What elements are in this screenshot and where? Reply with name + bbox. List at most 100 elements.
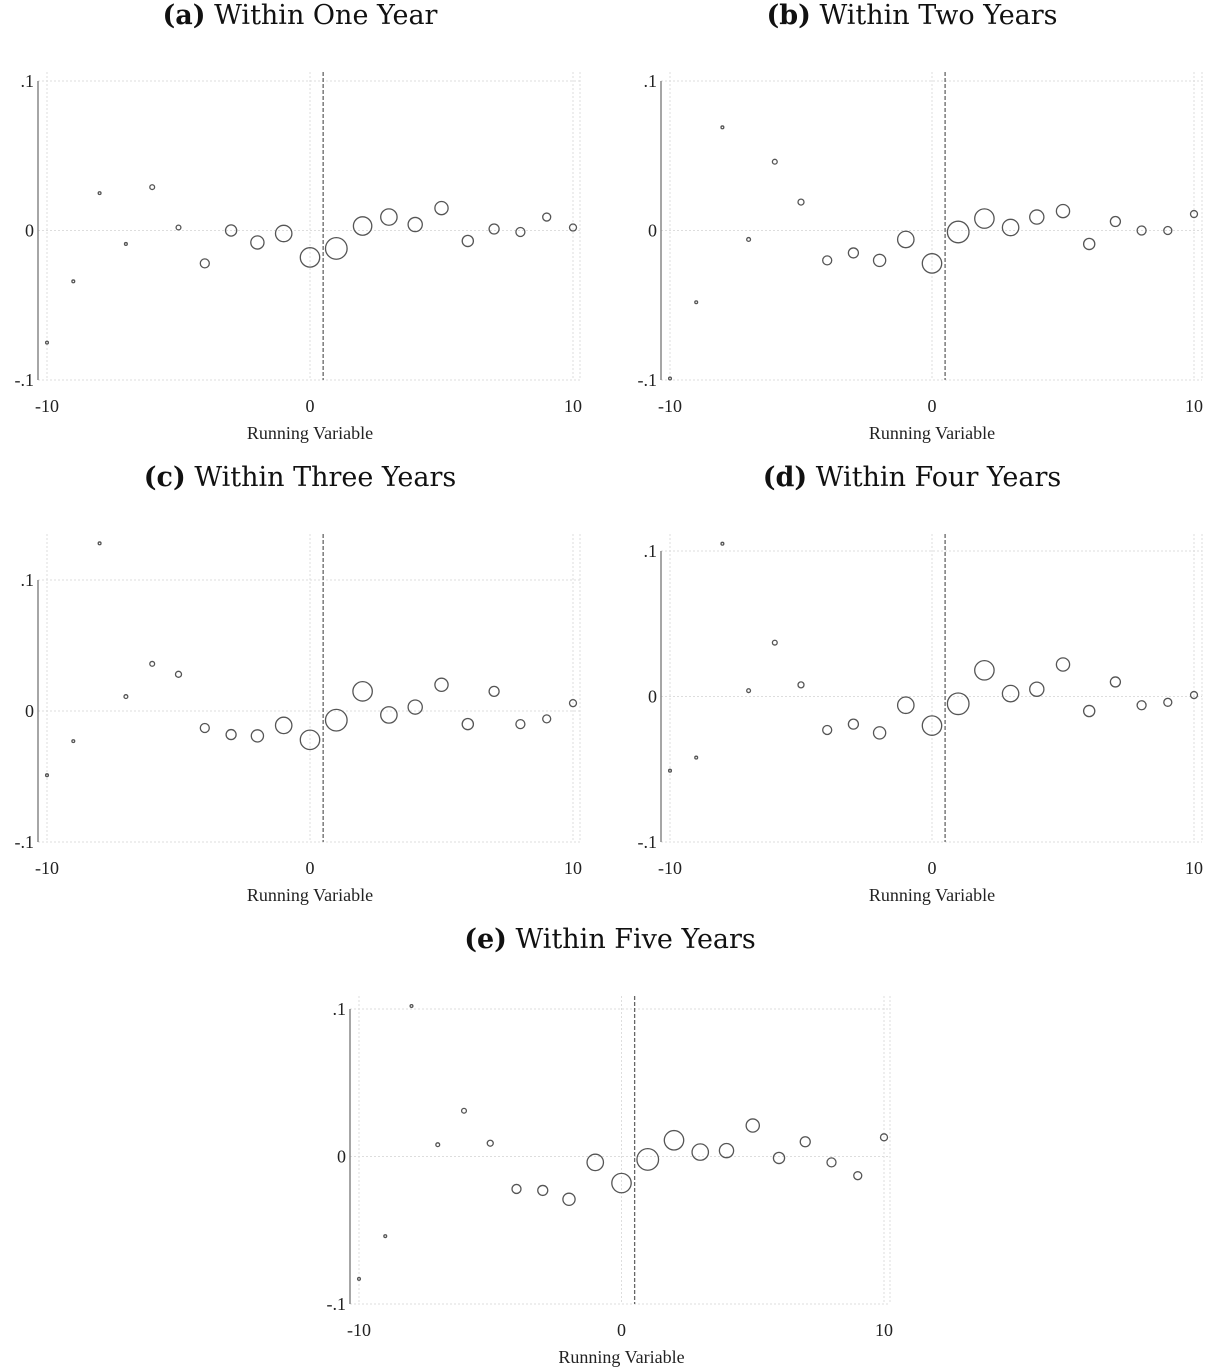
x-tick-label: 10 [564,396,582,416]
data-point [460,1107,468,1114]
data-point [946,692,970,716]
y-tick-label: -.1 [638,370,658,390]
y-tick-label: -.1 [327,1294,347,1314]
data-point [380,208,398,226]
x-axis-title: Running Variable [247,885,373,905]
data-point [407,699,423,715]
data-point [511,1183,522,1195]
data-point [225,728,237,741]
y-tick-label: .1 [21,71,35,91]
data-point [1189,690,1199,700]
data-point [44,340,50,345]
data-point [1029,681,1045,697]
x-tick-label: -10 [35,858,59,878]
data-point [383,1234,388,1239]
x-tick-label: -10 [35,396,59,416]
data-point [461,717,475,731]
panel-a: (a) Within One Year .1 0 -.1 -10 0 10 Running … [0,0,600,450]
panel-c: (c) Within Three Years .1 0 -.1 -10 0 10 Runni… [0,462,600,912]
data-point [537,1184,549,1197]
data-point [720,125,725,130]
data-point [380,706,398,724]
x-tick-label: 10 [564,858,582,878]
data-point [488,685,500,698]
data-point [542,212,552,222]
panel-e: (e) Within Five Years .1 0 -.1 -10 0 10 Runnin… [310,924,910,1370]
data-point [299,247,321,268]
panel-title-text: Within Four Years [815,462,1062,493]
x-tick-label: -10 [347,1320,371,1340]
data-point [356,1276,362,1281]
data-point [691,1143,710,1161]
data-point [1163,697,1173,707]
panel-title: (c) Within Three Years [0,462,600,493]
data-point [1001,218,1020,237]
x-tick-label: 10 [1185,396,1203,416]
data-point [149,184,156,191]
data-point [896,230,915,249]
panel-title-text: Within Five Years [515,924,756,955]
scatter-plot: .1 0 -.1-10 0 10 Running Variable [327,996,893,1367]
data-point [515,718,526,730]
data-point [826,1157,837,1168]
data-point [250,235,265,250]
y-tick-label: -.1 [15,370,35,390]
data-point [720,541,725,546]
data-point [745,1118,760,1133]
data-point [667,376,673,381]
data-point [97,541,102,546]
y-tick-label: .1 [644,541,658,561]
data-point [562,1192,576,1207]
data-point [872,726,887,740]
data-point [772,1151,786,1165]
data-point [434,677,449,693]
data-point [123,694,129,700]
data-point [97,191,102,196]
data-point [324,708,348,732]
y-tick-label: .1 [333,999,347,1019]
data-point [921,715,943,736]
data-point [224,224,238,237]
data-point [611,1172,632,1194]
data-point [1029,209,1045,225]
panel-title: (e) Within Five Years [310,924,910,955]
data-point [694,755,699,760]
data-point [199,258,210,269]
panel-label: (a) [162,0,206,31]
x-tick-label: -10 [658,858,682,878]
y-tick-label: 0 [337,1147,346,1167]
data-point [71,739,76,744]
data-point [1163,225,1173,236]
y-tick-label: -.1 [638,832,658,852]
data-point [746,236,752,243]
data-point [771,639,778,646]
panel-title: (b) Within Two Years [610,0,1214,31]
data-point [486,1139,494,1147]
data-point [663,1129,685,1151]
data-point [1136,700,1147,711]
data-point [822,255,833,266]
data-point [847,718,860,730]
data-point [974,659,995,681]
panel-label: (d) [762,462,808,493]
panel-d: (d) Within Four Years .1 0 -.1 -10 0 10 Runnin… [610,462,1214,912]
panel-label: (b) [766,0,811,31]
panel-title-text: Within Three Years [194,462,457,493]
x-axis-title: Running Variable [869,423,995,443]
data-point [542,714,552,724]
data-point [896,696,915,715]
data-point [274,716,293,735]
panel-label: (e) [464,924,507,955]
panel-title-text: Within Two Years [819,0,1058,31]
data-point [636,1147,660,1171]
data-point [568,223,578,232]
panel-b: (b) Within Two Years .1 0 -.1 -10 0 10 Running… [610,0,1214,450]
panel-title-text: Within One Year [214,0,438,31]
data-point [718,1142,735,1159]
panel-title: (a) Within One Year [0,0,600,31]
data-point [746,688,752,694]
data-point [1055,657,1071,672]
x-tick-label: -10 [658,396,682,416]
x-tick-label: 0 [928,858,937,878]
data-point [1109,215,1122,228]
